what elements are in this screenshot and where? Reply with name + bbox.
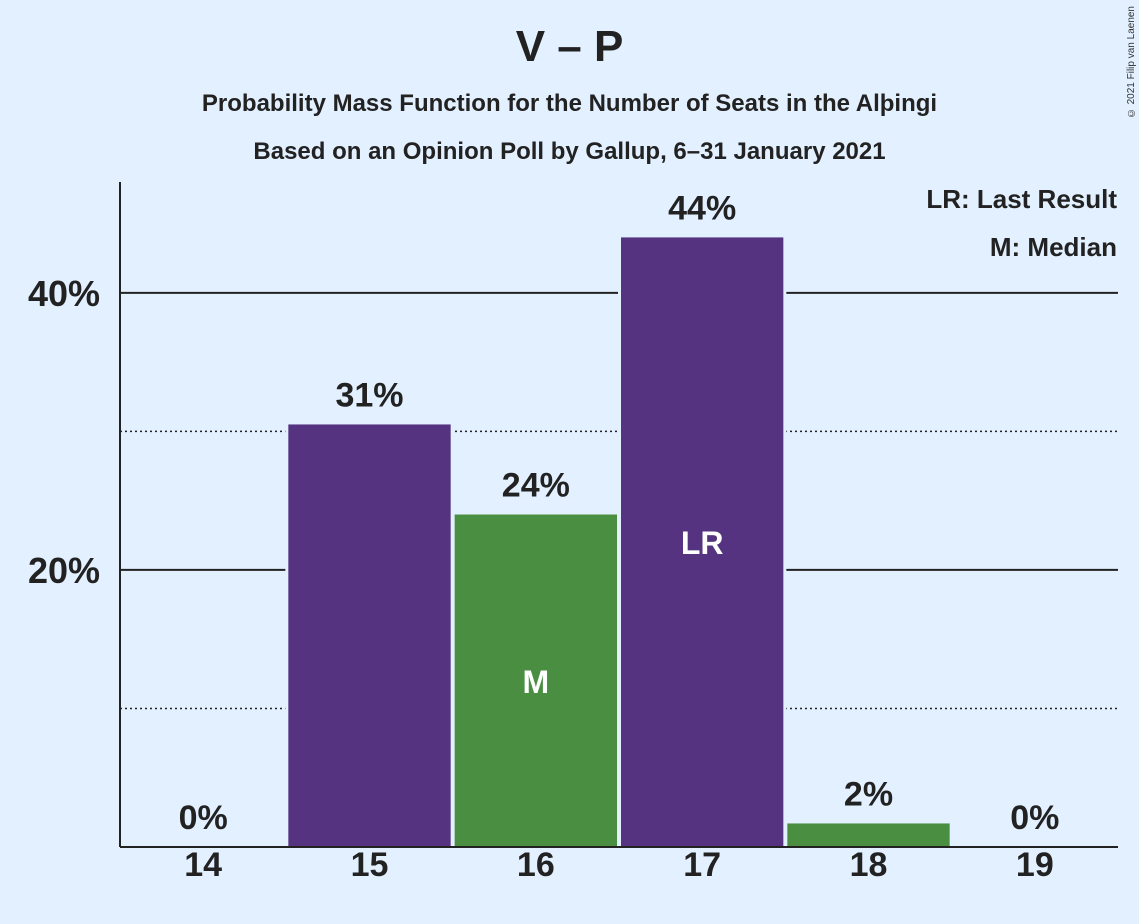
x-tick-label: 14 bbox=[184, 846, 222, 884]
bar-marker: M bbox=[523, 664, 550, 700]
legend-last-result: LR: Last Result bbox=[926, 184, 1117, 214]
data-label: 0% bbox=[179, 799, 228, 837]
bar-17 bbox=[621, 237, 784, 847]
chart-title: V – P bbox=[515, 22, 624, 71]
data-label: 24% bbox=[502, 467, 570, 505]
x-tick-label: 19 bbox=[1016, 846, 1054, 884]
x-tick-label: 16 bbox=[517, 846, 555, 884]
y-tick-label: 20% bbox=[28, 550, 100, 591]
data-label: 2% bbox=[844, 775, 893, 813]
x-tick-label: 15 bbox=[351, 846, 389, 884]
bar-15 bbox=[288, 424, 451, 847]
data-label: 31% bbox=[335, 376, 403, 414]
bar-marker: LR bbox=[681, 525, 724, 561]
chart-subtitle-poll: Based on an Opinion Poll by Gallup, 6–31… bbox=[253, 138, 886, 165]
data-label: 0% bbox=[1010, 799, 1059, 837]
bar-16 bbox=[454, 514, 617, 847]
bar-18 bbox=[787, 823, 950, 847]
x-tick-label: 18 bbox=[850, 846, 888, 884]
legend-median: M: Median bbox=[989, 232, 1117, 262]
data-label: 44% bbox=[668, 189, 736, 227]
chart-subtitle: Probability Mass Function for the Number… bbox=[201, 90, 938, 117]
y-tick-label: 40% bbox=[28, 273, 100, 314]
x-tick-label: 17 bbox=[683, 846, 721, 884]
